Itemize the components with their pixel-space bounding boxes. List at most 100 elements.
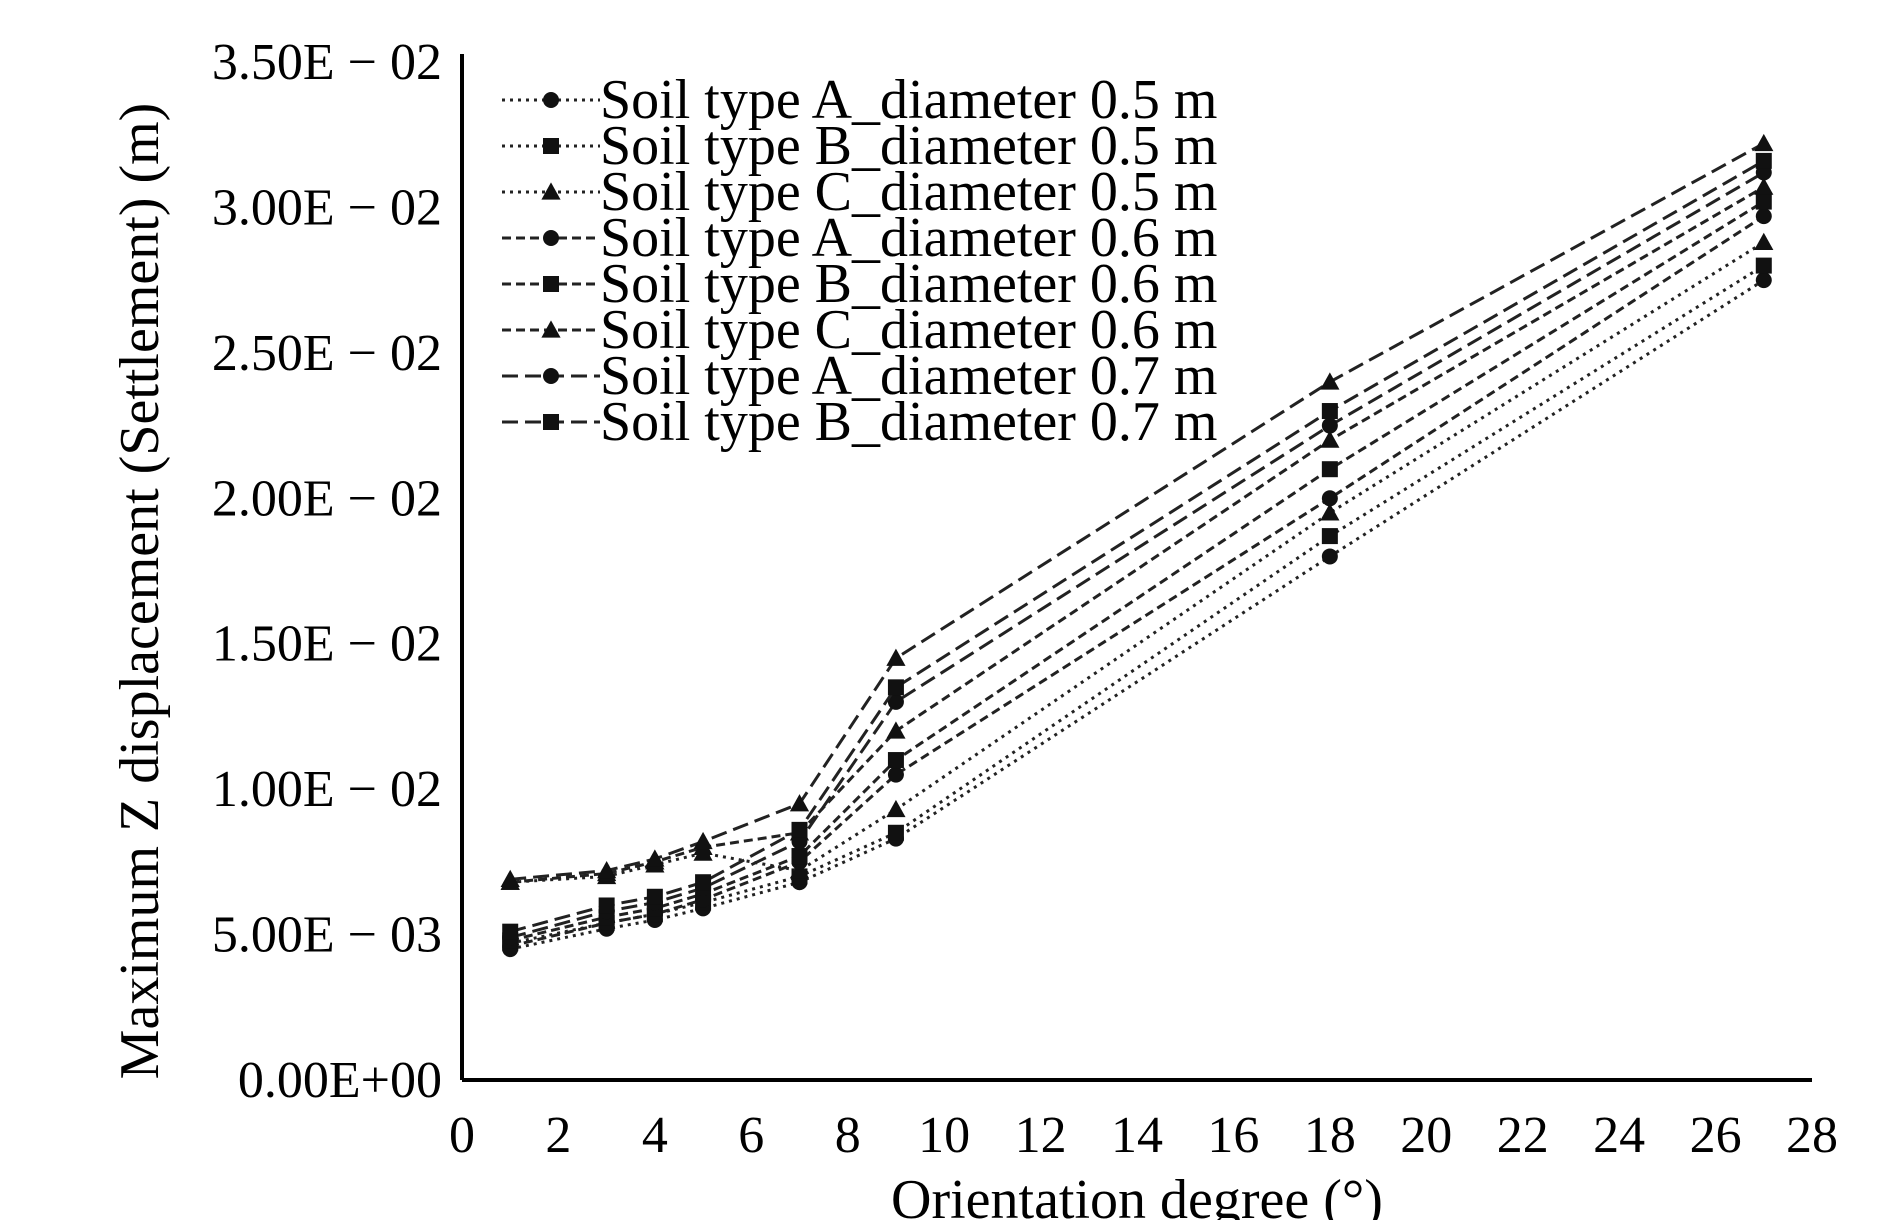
x-tick-label: 8 [835,1107,861,1164]
data-point [886,648,906,666]
legend-item: Soil type B_diameter 0.7 m [502,391,1217,453]
legend-item: Soil type B_diameter 0.6 m [502,253,1217,315]
y-tick-label: 3.50E − 02 [212,34,442,91]
legend-marker [543,368,559,384]
legend-marker [543,138,559,154]
legend-item: Soil type A_diameter 0.7 m [502,345,1217,407]
series-9 [500,133,1774,887]
data-point [887,679,904,696]
y-axis-title: Maximum Z displacement (Settlement) (m) [109,103,171,1080]
x-tick-label: 22 [1497,1107,1549,1164]
series-lines [500,133,1774,958]
x-tick-label: 6 [738,1107,764,1164]
series-line [510,241,1765,884]
series-line [509,214,1765,948]
data-point [887,752,904,769]
x-tick-label: 10 [918,1107,970,1164]
data-point [789,794,810,812]
legend-marker [543,276,559,292]
y-tick-label: 5.00E − 03 [212,907,442,964]
data-point [645,849,665,867]
legend-item: Soil type A_diameter 0.6 m [502,207,1217,269]
x-tick-label: 20 [1400,1107,1452,1164]
axes [460,54,1812,1082]
legend-item: Soil type B_diameter 0.5 m [502,115,1217,177]
legend-marker [543,230,559,246]
x-tick-label: 18 [1304,1107,1356,1164]
data-point [791,821,808,838]
data-point [1754,177,1774,195]
data-point [500,869,520,887]
legend-label: Soil type B_diameter 0.7 m [600,391,1217,453]
data-point [887,824,904,841]
data-point [1320,372,1340,390]
data-point [1754,232,1774,251]
legend-label: Soil type B_diameter 0.6 m [600,253,1217,315]
data-point [646,888,663,905]
data-point [1755,272,1772,289]
data-point [597,860,617,879]
x-tick-label: 0 [449,1107,475,1164]
data-point [1321,417,1338,434]
data-point [886,799,906,818]
series-line [509,264,1765,945]
y-tick-label: 1.50E − 02 [212,616,442,673]
y-tick-label: 3.00E − 02 [212,179,442,236]
legend-label: Soil type C_diameter 0.6 m [600,299,1217,361]
data-point [1755,193,1772,210]
series-line [509,171,1765,939]
data-point [1321,528,1338,545]
data-point [791,848,808,865]
series-line [509,200,1765,942]
data-point [887,693,904,710]
data-point [502,923,519,940]
x-tick-label: 16 [1207,1107,1259,1164]
x-tick-label: 2 [545,1107,571,1164]
data-point [1321,403,1338,420]
data-point [886,721,906,739]
data-point [1321,490,1338,507]
series-line [509,159,1765,934]
data-point [693,831,713,850]
y-axis-ticks: 0.00E+00 5.00E − 03 1.00E − 02 1.50E − 02 2.… [212,34,442,1109]
y-tick-label: 2.50E − 02 [212,325,442,382]
x-tick-label: 24 [1593,1107,1645,1164]
x-tick-label: 12 [1015,1107,1067,1164]
x-axis-title: Orientation degree (°) [891,1169,1383,1220]
x-axis-ticks: 0 2 4 6 8 10 12 14 16 18 20 22 24 26 28 [449,1107,1838,1164]
series-line [510,142,1765,881]
legend-marker [543,92,559,108]
legend-marker [541,320,561,338]
x-tick-label: 14 [1111,1107,1163,1164]
legend-label: Soil type C_diameter 0.5 m [600,161,1217,223]
x-tick-label: 26 [1690,1107,1742,1164]
y-tick-label: 0.00E+00 [238,1052,442,1109]
data-point [598,897,615,914]
data-point [1320,430,1340,448]
data-point [1755,152,1772,169]
data-point [1754,133,1774,152]
legend-item: Soil type C_diameter 0.5 m [502,161,1217,223]
data-point [1321,461,1338,478]
y-tick-label: 1.00E − 02 [212,761,442,818]
legend-label: Soil type A_diameter 0.7 m [600,345,1217,407]
data-point [1755,208,1772,225]
legend-label: Soil type A_diameter 0.5 m [600,69,1217,131]
x-tick-label: 28 [1786,1107,1838,1164]
x-tick-label: 4 [642,1107,668,1164]
data-point [1755,257,1772,274]
data-point [1321,548,1338,565]
data-point [1320,503,1340,521]
legend-label: Soil type B_diameter 0.5 m [600,115,1217,177]
legend-item: Soil type C_diameter 0.6 m [502,299,1217,361]
data-point [887,766,904,783]
legend-marker [541,182,561,200]
series-line [510,185,1765,884]
y-tick-label: 2.00E − 02 [212,470,442,527]
legend-marker [543,414,559,430]
series-8 [502,152,1772,940]
legend-label: Soil type A_diameter 0.6 m [600,207,1217,269]
